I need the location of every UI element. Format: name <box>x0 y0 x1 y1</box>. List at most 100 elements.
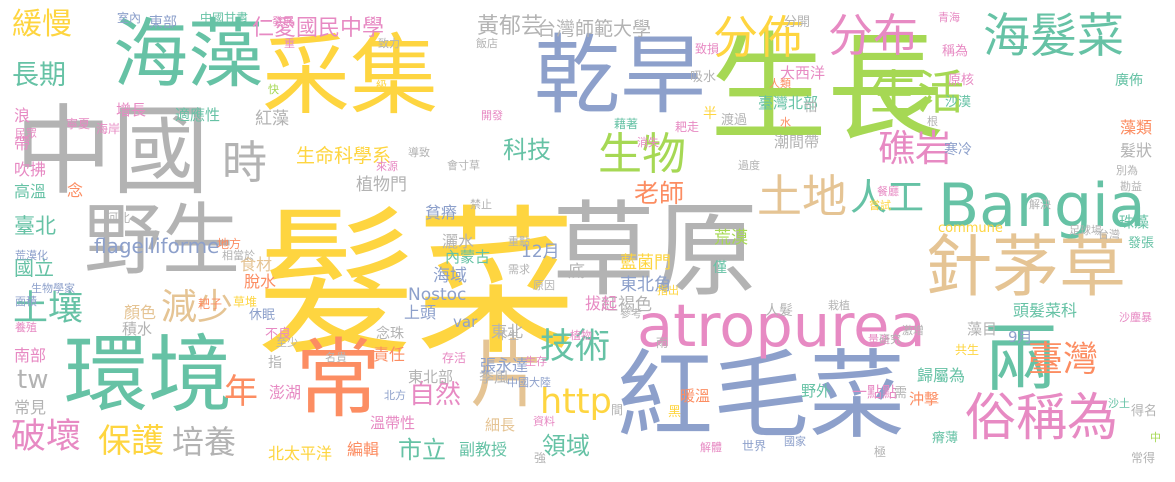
word: 會寸草 <box>447 159 480 172</box>
word: 地方 <box>217 237 242 251</box>
word: atropurea <box>637 291 926 360</box>
word: 快 <box>268 83 279 96</box>
word: 東北角 <box>620 275 671 295</box>
word: 編輯 <box>347 440 380 459</box>
word: 間 <box>611 403 624 417</box>
word: 黃郁芸 <box>477 14 544 39</box>
word: 別為 <box>1116 164 1138 177</box>
word: 年 <box>224 372 258 412</box>
word: 植物門 <box>356 175 407 195</box>
word: 草堆 <box>233 295 258 309</box>
word: 片 <box>470 332 544 418</box>
word: 生物 <box>598 129 686 180</box>
word: 需求 <box>508 263 530 276</box>
word: var <box>453 313 478 331</box>
word: 台灣師範大學 <box>537 18 652 40</box>
word: 原因 <box>533 279 555 292</box>
word: 解體 <box>700 441 722 454</box>
word: 乾旱 <box>534 26 706 126</box>
word: 半 <box>703 106 717 122</box>
word: 原核 <box>948 73 975 88</box>
word: 浪 <box>14 106 31 125</box>
word: 破壞 <box>11 417 82 457</box>
word: 荒漠化 <box>15 249 48 262</box>
word: 發展 <box>272 15 294 28</box>
word: 珠藻 <box>1119 213 1150 231</box>
word: 環境 <box>64 326 233 424</box>
word: 野生 <box>84 196 241 286</box>
word: 餐廳 <box>877 185 899 198</box>
word: 東北部 <box>408 368 454 386</box>
word: 貧瘠 <box>425 203 458 222</box>
word: 老師 <box>634 179 685 208</box>
word: 休眠 <box>249 308 276 323</box>
word: 食材 <box>240 255 273 274</box>
word: 沙塵暴 <box>1119 311 1152 324</box>
word: http <box>540 382 612 422</box>
word: 分布 <box>828 9 919 62</box>
word: 需 <box>894 386 908 401</box>
word: 藻目 <box>967 320 998 338</box>
word: 致損 <box>695 42 720 56</box>
word: Nostoc <box>408 285 467 305</box>
word: 室內 <box>117 11 142 25</box>
word: 指出 <box>657 284 679 297</box>
word: 得名 <box>1131 404 1158 419</box>
word: 重 <box>284 37 295 50</box>
word: 僅 <box>713 260 727 276</box>
word: 稱為 <box>942 44 969 59</box>
word: 面積 <box>15 295 37 308</box>
word: 9月 <box>1008 328 1033 346</box>
word: 耙子 <box>198 297 223 311</box>
word: 張永達 <box>480 356 529 375</box>
word: 過度 <box>738 159 760 172</box>
word: 不良 <box>265 327 292 342</box>
word: 溫帶性 <box>370 414 416 432</box>
word: 不生 <box>497 329 519 342</box>
word: 副教授 <box>459 440 508 459</box>
word: 激增 <box>902 324 924 337</box>
word: 常 <box>295 330 381 430</box>
word: 緩慢 <box>12 7 72 42</box>
word: 北方 <box>384 389 406 402</box>
word: 分佈 <box>713 11 804 64</box>
word: 海域 <box>433 266 467 286</box>
word: 栽植 <box>828 299 850 312</box>
word: 寒冷 <box>944 142 972 158</box>
word: 強 <box>534 451 547 465</box>
word: 消失 <box>637 136 659 149</box>
word: 黑 <box>668 405 682 420</box>
word: tw <box>17 365 49 395</box>
word: 藻類 <box>1120 118 1153 137</box>
word: Bangia <box>938 171 1146 241</box>
word: 飯店 <box>476 37 498 50</box>
word: 自然 <box>409 380 462 410</box>
word: 人髮 <box>765 303 793 319</box>
word: 名貴 <box>325 351 347 364</box>
word: 土地 <box>757 170 848 223</box>
word: 東北 <box>491 322 524 341</box>
word: 存活 <box>442 351 467 365</box>
word: 級 <box>376 79 387 92</box>
word: 減少 <box>161 287 234 328</box>
word: 科技 <box>503 136 551 164</box>
word: 研究 <box>879 333 901 346</box>
word: 極 <box>874 445 887 459</box>
word: 積水 <box>122 320 153 338</box>
word: 高溫 <box>14 182 47 201</box>
word: 中國甘肅 <box>200 11 249 25</box>
word: 顏色 <box>124 303 157 322</box>
word: 潮間帶 <box>774 133 820 151</box>
word: 量產 <box>868 333 890 346</box>
word: 民眾 <box>15 127 37 140</box>
word: 河北 <box>106 211 131 225</box>
word: 資料 <box>533 415 555 428</box>
word: 海藻 <box>113 10 264 98</box>
word: commune <box>938 221 1003 236</box>
word: 增長 <box>116 101 147 119</box>
word: 指 <box>268 355 282 371</box>
word: 責任 <box>373 345 406 364</box>
word: 臺北 <box>14 214 56 238</box>
word: 雨 <box>656 336 669 350</box>
